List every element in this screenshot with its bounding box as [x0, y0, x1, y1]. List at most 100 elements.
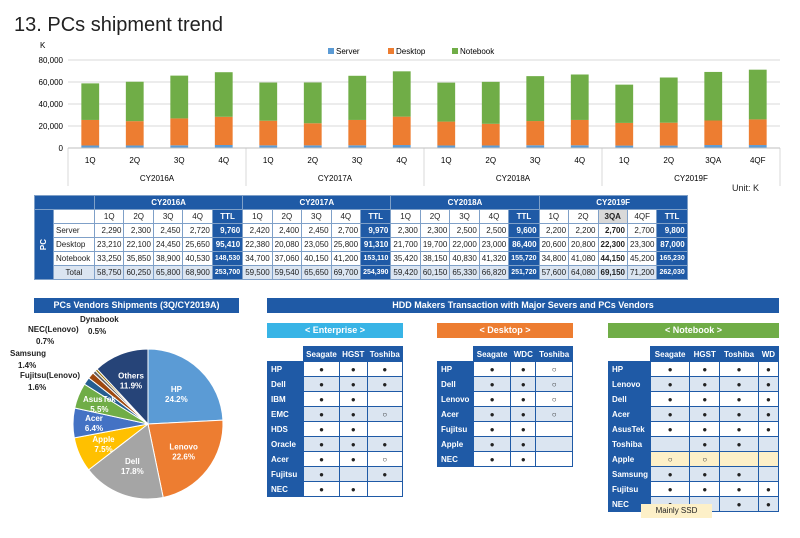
bar-desktop [704, 120, 723, 146]
hdd-mark: ● [650, 481, 691, 497]
table-cell: 2,200 [568, 223, 599, 238]
bar-notebook [392, 71, 411, 117]
y-tick-label: 60,000 [39, 78, 64, 87]
bar-server [570, 145, 589, 148]
bar-server [392, 145, 411, 148]
hdd-mark: ● [689, 376, 721, 392]
table-quarter-header: 4Q [478, 209, 510, 224]
table-cell: 254,390 [360, 265, 392, 280]
bar-notebook [170, 75, 189, 119]
bar-server [481, 145, 500, 148]
hdd-row: NEC ● ● [437, 451, 573, 467]
bar-desktop [259, 120, 278, 146]
table-cell: 60,250 [123, 265, 154, 280]
bar-notebook [615, 84, 634, 123]
table-quarter-header: 1Q [390, 209, 421, 224]
pie-slice-others [96, 348, 149, 426]
hdd-company: NEC [437, 451, 474, 467]
hdd-maker-header: Toshiba [719, 346, 759, 362]
table-cell: 40,830 [449, 251, 480, 266]
table-ttl-header: TTL [211, 209, 244, 224]
pie-label-apple: Apple [92, 435, 115, 444]
hdd-mark [339, 466, 368, 482]
hdd-mark [757, 451, 780, 467]
bar-notebook [125, 81, 144, 122]
table-cell: 2,700 [330, 223, 362, 238]
hdd-mark: ○ [366, 406, 404, 422]
table-quarter-header: 4Q [182, 209, 213, 224]
pie-label-others: Others [118, 372, 144, 381]
table-cell: 65,650 [301, 265, 332, 280]
hdd-row: Apple ● ● [437, 436, 573, 452]
hdd-mark: ● [510, 436, 537, 452]
notebook-banner: < Notebook > [608, 323, 779, 338]
hdd-mark: ● [757, 406, 780, 422]
table-cell: 25,800 [330, 237, 362, 252]
hdd-row: Toshiba ● ● [607, 436, 780, 452]
hdd-mark: ● [650, 466, 691, 482]
table-cell: 251,720 [508, 265, 540, 280]
x-tick-label: 3Q [530, 156, 541, 165]
table-cell: 2,450 [152, 223, 184, 238]
hdd-mark: ○ [535, 391, 573, 407]
hdd-mark: ● [302, 361, 341, 377]
hdd-mark: ● [339, 421, 368, 437]
table-row-label: Notebook [53, 251, 95, 266]
hdd-row: Oracle ● ● ● [267, 436, 404, 452]
hdd-mark [366, 421, 404, 437]
pc-row-label: PC [39, 238, 49, 251]
pc-shipment-bar-chart: K 80,000 60,000 40,000 20,000 0 Server Desktop N… [39, 41, 781, 186]
hdd-mark: ○ [535, 361, 573, 377]
bar-notebook [570, 74, 589, 120]
table-group-header: CY2017A [242, 195, 392, 210]
bar-notebook [303, 82, 322, 124]
table-cell: 22,380 [242, 237, 273, 252]
pie-value-dynabook: 0.5% [88, 327, 106, 336]
hdd-maker-header: HGST [689, 346, 721, 362]
table-cell: 22,000 [449, 237, 480, 252]
hdd-company: Acer [437, 406, 474, 422]
hdd-mark: ● [472, 391, 512, 407]
hdd-row: NEC ● ● [267, 481, 404, 497]
table-row-label: Server [53, 223, 95, 238]
table-cell: 2,200 [538, 223, 570, 238]
bar-server [125, 145, 144, 148]
table-cell: 60,150 [419, 265, 451, 280]
hdd-mark: ● [302, 406, 341, 422]
hdd-mark: ● [472, 406, 512, 422]
hdd-mark [535, 436, 573, 452]
hdd-mark: ● [302, 391, 341, 407]
hdd-mark: ● [302, 421, 341, 437]
hdd-mark [535, 451, 573, 467]
hdd-mark: ● [339, 361, 368, 377]
hdd-mark: ● [472, 436, 512, 452]
hdd-company: Oracle [267, 436, 304, 452]
hdd-row: Lenovo ● ● ○ [437, 391, 573, 407]
hdd-row: EMC ● ● ○ [267, 406, 404, 422]
table-cell: 2,500 [478, 223, 510, 238]
bar-server [659, 145, 678, 148]
x-tick-label: 1Q [619, 156, 630, 165]
bar-server [704, 145, 723, 148]
table-cell: 37,060 [271, 251, 303, 266]
table-cell: 262,030 [656, 265, 688, 280]
table-quarter-header: 4QF [626, 209, 658, 224]
hdd-mark: ● [302, 481, 341, 497]
table-row-label: Total [53, 265, 95, 280]
pie-label-asustek: AsusTek [83, 395, 116, 404]
table-cell: 41,200 [330, 251, 362, 266]
table-cell: 69,700 [330, 265, 362, 280]
bar-server [81, 145, 100, 148]
hdd-mark: ● [472, 361, 512, 377]
hdd-mark [719, 451, 759, 467]
pie-label-neclenovo: NEC(Lenovo) [28, 325, 79, 334]
table-cell: 165,230 [656, 251, 688, 266]
hdd-mark: ● [510, 421, 537, 437]
x-tick-label: 2Q [129, 156, 140, 165]
table-quarter-header: 1Q [93, 209, 125, 224]
hdd-mark: ● [472, 376, 512, 392]
table-cell: 40,530 [182, 251, 213, 266]
table-row: Desktop 23,210 22,100 24,450 25,650 95,410 22,… [35, 237, 688, 252]
bar-notebook [659, 77, 678, 123]
group-label: CY2018A [496, 174, 531, 183]
